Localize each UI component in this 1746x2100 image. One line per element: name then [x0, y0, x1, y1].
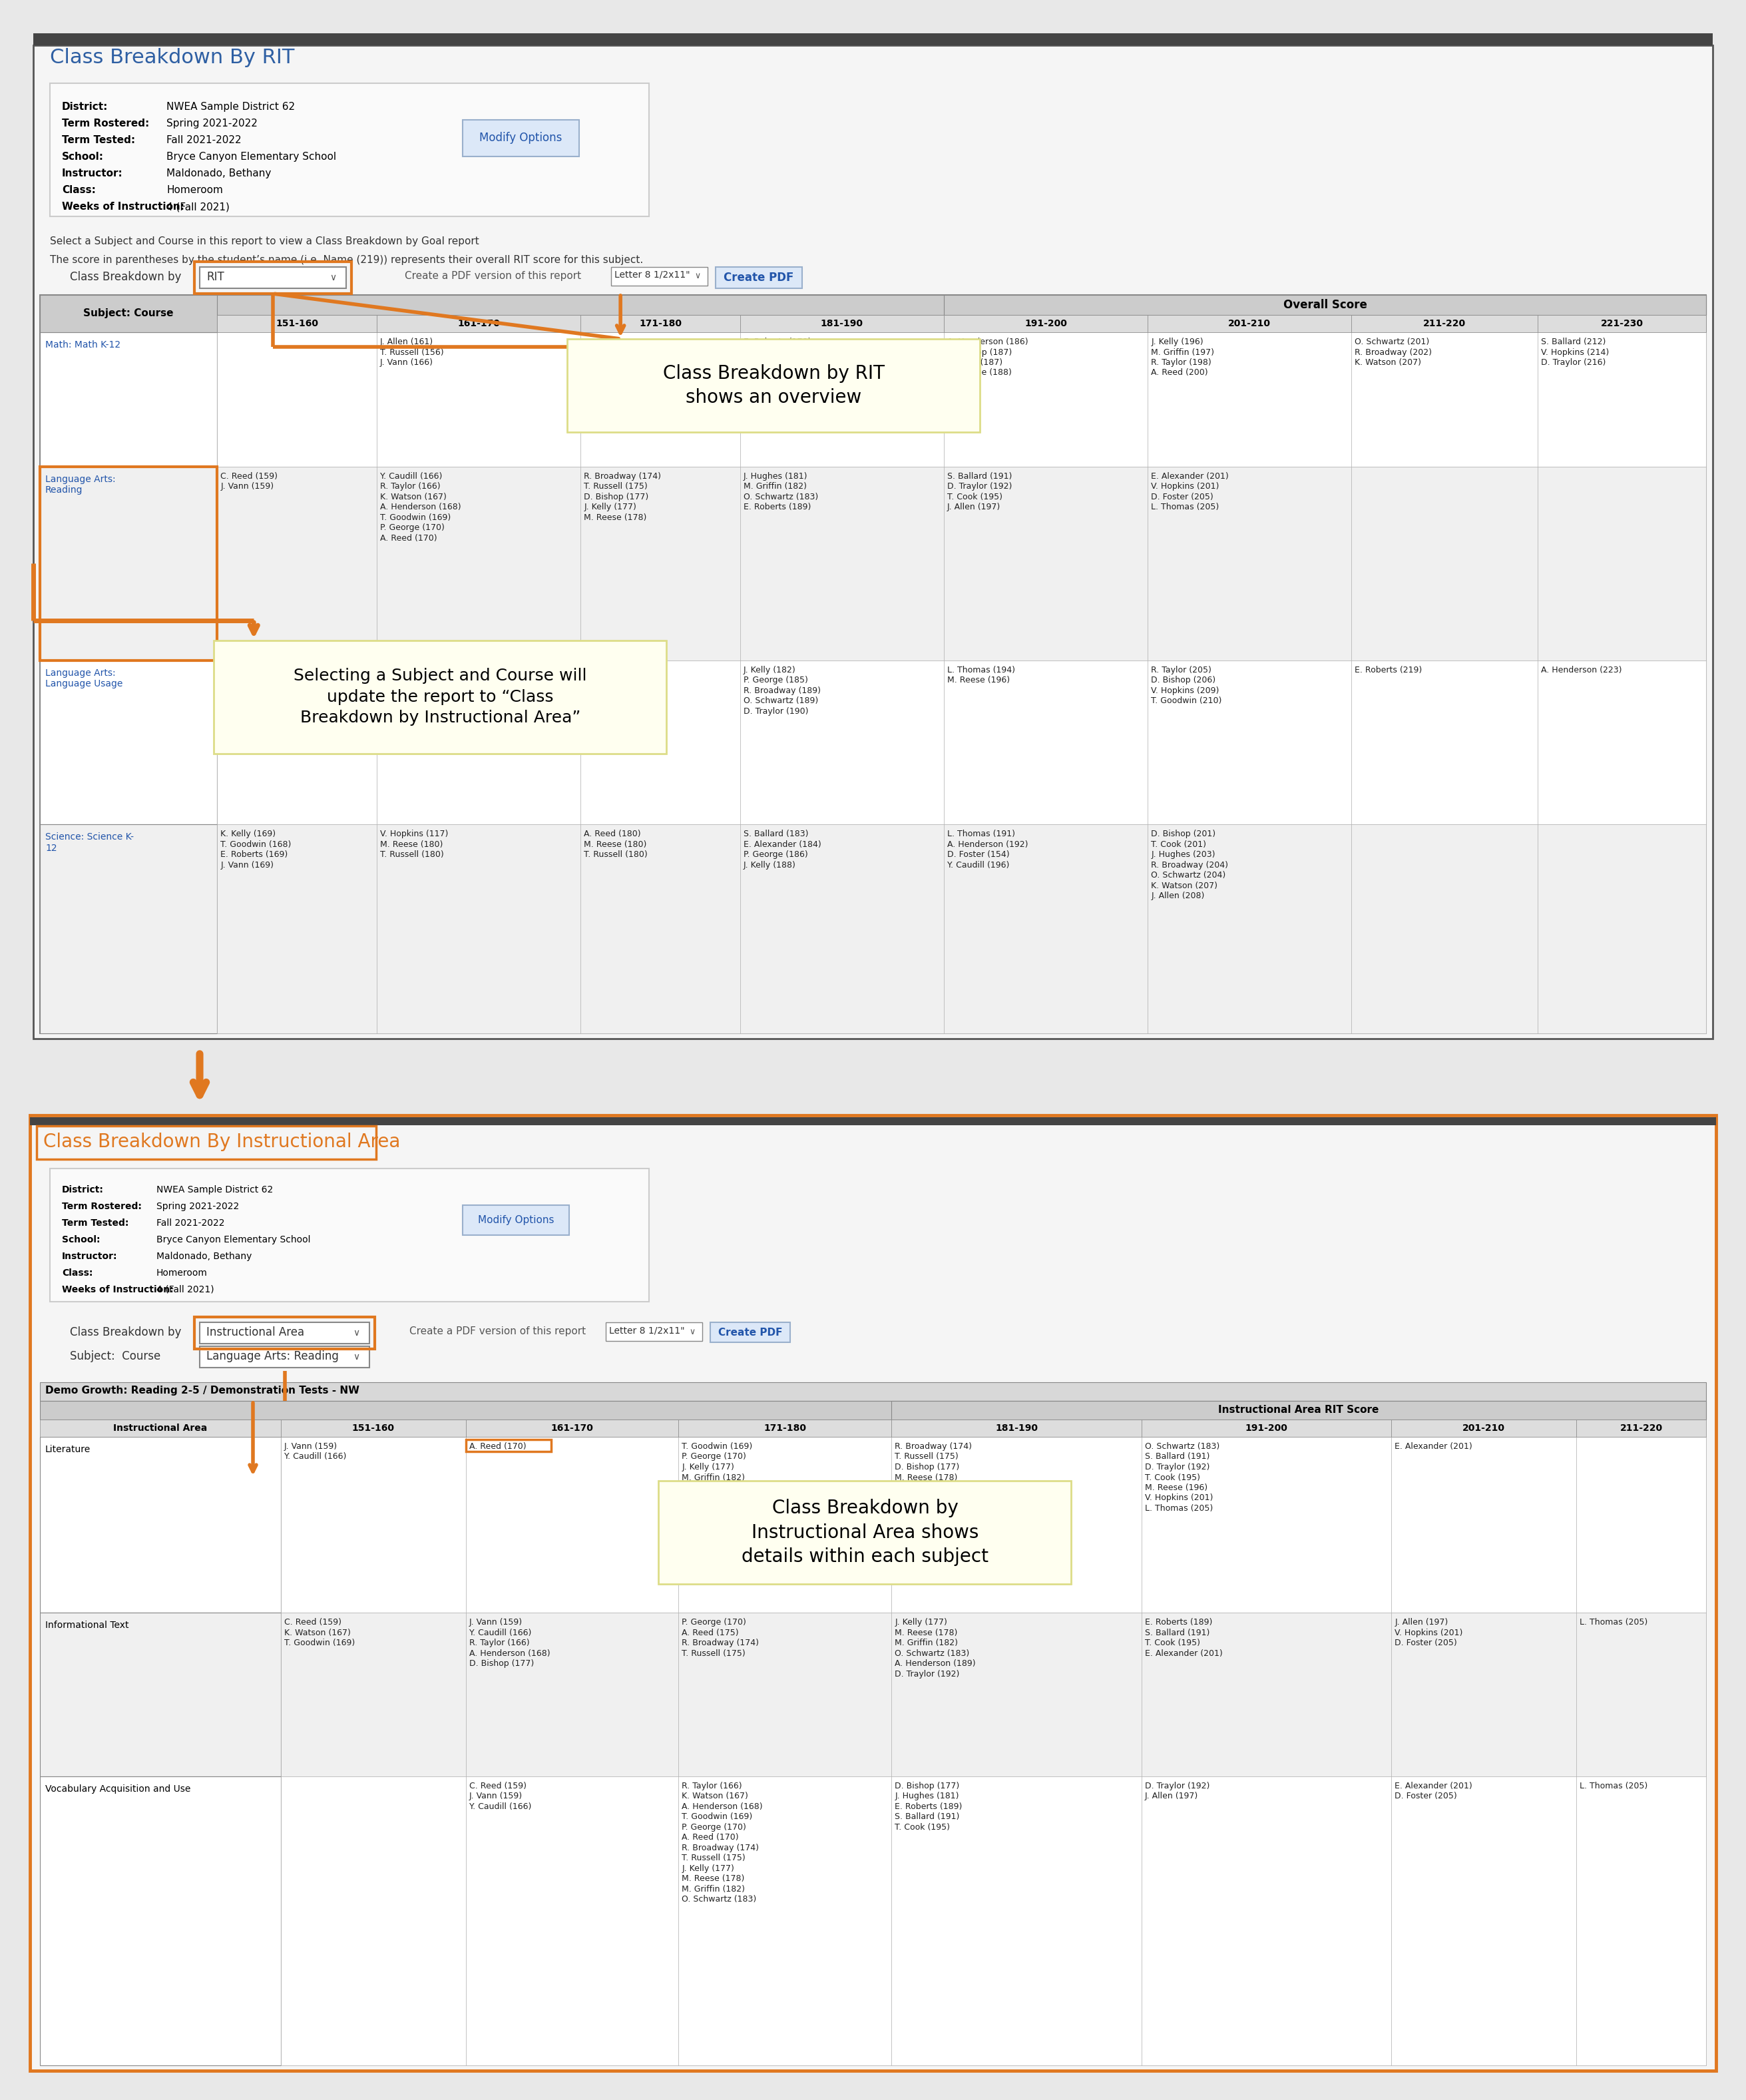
Text: D. Bishop (201)
T. Cook (201)
J. Hughes (203)
R. Broadway (204)
O. Schwartz (204: D. Bishop (201) T. Cook (201) J. Hughes …	[1151, 830, 1227, 901]
Text: ∨: ∨	[353, 1329, 360, 1338]
Text: 161-170: 161-170	[457, 319, 499, 328]
Text: D. Bishop (177)
J. Hughes (181)
E. Roberts (189)
S. Ballard (191)
T. Cook (195): D. Bishop (177) J. Hughes (181) E. Rober…	[896, 1781, 962, 1831]
Text: Maldonado, Bethany: Maldonado, Bethany	[157, 1252, 251, 1262]
Text: Bryce Canyon Elementary School: Bryce Canyon Elementary School	[157, 1235, 311, 1245]
Text: L. Thomas (191)
A. Henderson (192)
D. Foster (154)
Y. Caudill (196): L. Thomas (191) A. Henderson (192) D. Fo…	[948, 830, 1028, 869]
Text: K. Kelly (169)
T. Goodwin (168)
E. Roberts (169)
J. Vann (169): K. Kelly (169) T. Goodwin (168) E. Rober…	[220, 830, 292, 869]
Text: District:: District:	[61, 1184, 103, 1195]
Bar	[1392, 1777, 1577, 2066]
Bar	[679, 1777, 892, 2066]
Bar	[40, 1401, 1706, 1420]
Text: Instructional Area: Instructional Area	[206, 1327, 304, 1338]
Text: Instructional Area RIT Score: Instructional Area RIT Score	[1219, 1405, 1379, 1415]
Bar	[679, 1436, 892, 1613]
Bar	[40, 1436, 1706, 1613]
Text: ∨: ∨	[330, 273, 337, 281]
Text: ∨: ∨	[695, 273, 700, 281]
Text: J. Hughes (181)
M. Griffin (182)
O. Schwartz (183)
E. Roberts (189): J. Hughes (181) M. Griffin (182) O. Schw…	[744, 472, 819, 512]
Bar	[40, 659, 217, 825]
Text: C. Reed (159)
K. Watson (167)
T. Goodwin (169): C. Reed (159) K. Watson (167) T. Goodwin…	[285, 1619, 354, 1648]
Bar	[945, 315, 1147, 332]
Text: Weeks of Instruction:: Weeks of Instruction:	[61, 202, 185, 212]
Text: A. Reed (180)
M. Reese (180)
T. Russell (180): A. Reed (180) M. Reese (180) T. Russell …	[583, 830, 648, 859]
Bar	[1147, 659, 1351, 825]
Text: R. Broadway (174)
T. Russell (175)
D. Bishop (177)
M. Reese (178)
J. Hughes (181: R. Broadway (174) T. Russell (175) D. Bi…	[896, 1443, 973, 1502]
Text: Letter 8 1/2x11": Letter 8 1/2x11"	[615, 271, 690, 279]
Text: J. Vann (159)
Y. Caudill (166)
R. Taylor (166)
A. Henderson (168)
D. Bishop (177: J. Vann (159) Y. Caudill (166) R. Taylor…	[470, 1619, 550, 1667]
Bar	[40, 1436, 281, 1613]
Bar	[740, 466, 945, 659]
Bar	[1351, 315, 1538, 332]
Text: 4 (Fall 2021): 4 (Fall 2021)	[157, 1285, 215, 1294]
Text: Selecting a Subject and Course will
update the report to “Class
Breakdown by Ins: Selecting a Subject and Course will upda…	[293, 668, 587, 727]
Bar	[40, 332, 217, 466]
Text: C. Reed (159)
J. Vann (159)
Y. Caudill (166): C. Reed (159) J. Vann (159) Y. Caudill (…	[470, 1781, 531, 1810]
Text: NWEA Sample District 62: NWEA Sample District 62	[166, 103, 295, 111]
Text: L. Thomas (194)
M. Reese (196): L. Thomas (194) M. Reese (196)	[948, 666, 1014, 685]
Bar	[711, 1323, 791, 1342]
Bar	[466, 1777, 679, 2066]
Text: Maldonado, Bethany: Maldonado, Bethany	[166, 168, 271, 179]
Text: 221-230: 221-230	[1601, 319, 1643, 328]
Text: Letter 8 1/2x11": Letter 8 1/2x11"	[609, 1325, 684, 1336]
Text: Subject:  Course: Subject: Course	[70, 1350, 161, 1363]
Text: Language Arts:
Reading: Language Arts: Reading	[45, 475, 115, 496]
Text: Select a Subject and Course in this report to view a Class Breakdown by Goal rep: Select a Subject and Course in this repo…	[51, 237, 478, 246]
Bar	[466, 1436, 679, 1613]
Bar	[199, 267, 346, 288]
Bar	[740, 659, 945, 825]
Text: E. Alexander (201)
D. Foster (205): E. Alexander (201) D. Foster (205)	[1395, 1781, 1472, 1800]
Bar	[466, 1420, 679, 1436]
Bar	[679, 1613, 892, 1777]
Text: The score in parentheses by the student’s name (i.e. Name (219)) represents thei: The score in parentheses by the student’…	[51, 254, 643, 265]
Bar	[33, 46, 1713, 1040]
Text: Class Breakdown by: Class Breakdown by	[70, 271, 182, 284]
Bar	[945, 466, 1147, 659]
Text: Term Tested:: Term Tested:	[61, 1218, 129, 1228]
Text: E. Roberts (219): E. Roberts (219)	[1355, 666, 1423, 674]
Bar	[1147, 332, 1351, 466]
Text: Subject: Course: Subject: Course	[84, 309, 173, 319]
Bar	[40, 1613, 1706, 1777]
Bar	[217, 466, 377, 659]
Bar	[716, 267, 801, 288]
Bar	[606, 1323, 702, 1342]
Text: R. Taylor (205)
D. Bishop (206)
V. Hopkins (209)
T. Goodwin (210): R. Taylor (205) D. Bishop (206) V. Hopki…	[1151, 666, 1222, 706]
Text: L. Thomas (205): L. Thomas (205)	[1580, 1781, 1648, 1789]
Bar	[1538, 659, 1706, 825]
Text: 201-210: 201-210	[1463, 1424, 1505, 1432]
Bar	[40, 1777, 1706, 2066]
Text: J. Vann (159)
Y. Caudill (166): J. Vann (159) Y. Caudill (166)	[285, 1443, 346, 1462]
Bar	[51, 1168, 650, 1302]
Bar	[466, 1439, 552, 1451]
Bar	[377, 825, 580, 1033]
Bar	[679, 1420, 892, 1436]
Text: T. Goodwin (169)
P. George (170)
J. Kelly (177)
M. Griffin (182): T. Goodwin (169) P. George (170) J. Kell…	[683, 1443, 753, 1483]
Bar	[1142, 1436, 1392, 1613]
Bar	[892, 1436, 1142, 1613]
Text: Overall Score: Overall Score	[1283, 298, 1367, 311]
Text: Create PDF: Create PDF	[725, 271, 794, 284]
Bar	[213, 641, 667, 754]
Text: 161-170: 161-170	[552, 1424, 594, 1432]
Text: ∨: ∨	[690, 1327, 695, 1336]
Bar	[1142, 1777, 1392, 2066]
Bar	[1351, 332, 1538, 466]
Text: 181-190: 181-190	[821, 319, 863, 328]
Text: Language Arts: Reading: Language Arts: Reading	[206, 1350, 339, 1363]
Bar	[281, 1420, 466, 1436]
Text: P. George (170)
A. Reed (175)
R. Broadway (174)
T. Russell (175): P. George (170) A. Reed (175) R. Broadwa…	[683, 1619, 760, 1657]
Bar	[1147, 466, 1351, 659]
Text: E. Alexander (201)
V. Hopkins (201)
D. Foster (205)
L. Thomas (205): E. Alexander (201) V. Hopkins (201) D. F…	[1151, 472, 1229, 512]
Text: Fall 2021-2022: Fall 2021-2022	[157, 1218, 225, 1228]
Text: NWEA Sample District 62: NWEA Sample District 62	[157, 1184, 272, 1195]
Bar	[40, 825, 217, 1033]
Text: 191-200: 191-200	[1025, 319, 1067, 328]
Bar	[1392, 1613, 1577, 1777]
Text: A. Reed (170): A. Reed (170)	[470, 1443, 526, 1451]
Bar	[463, 1205, 569, 1235]
Text: Weeks of Instruction:: Weeks of Instruction:	[61, 1285, 173, 1294]
Bar	[580, 825, 740, 1033]
Text: Create a PDF version of this report: Create a PDF version of this report	[409, 1327, 587, 1336]
Text: J. Kelly (177)
M. Reese (178)
M. Griffin (182)
O. Schwartz (183)
A. Henderson (1: J. Kelly (177) M. Reese (178) M. Griffin…	[896, 1619, 976, 1678]
